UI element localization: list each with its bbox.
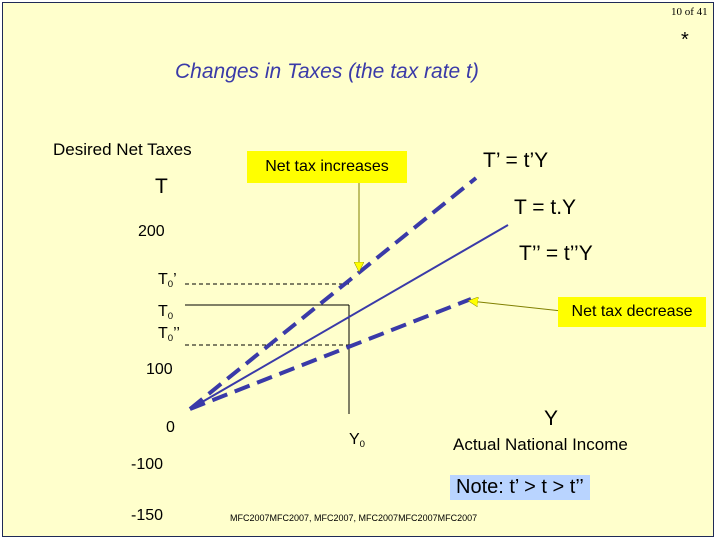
x-tick-label: Y0: [349, 431, 366, 450]
x-axis-title: Actual National Income: [453, 435, 628, 454]
note-box: Note: t’ > t > t’’: [450, 475, 590, 500]
slide: 10 of 41 * Changes in Taxes (the tax rat…: [2, 2, 714, 537]
increase-callout: Net tax increases: [247, 151, 407, 183]
decrease-callout-arrow: [470, 301, 572, 313]
footer-text: MFC2007MFC2007, MFC2007, MFC2007MFC2007M…: [230, 513, 478, 523]
series-label-t-double-prime: T’’ = t’’Y: [519, 242, 593, 265]
series-label-t: T = t.Y: [514, 196, 577, 219]
x-axis-symbol: Y: [544, 407, 559, 430]
decrease-callout: Net tax decrease: [558, 297, 706, 327]
y-tick-label: -150: [131, 507, 164, 524]
y-tick-label: 0: [166, 419, 175, 436]
t0-label: T0: [158, 303, 174, 322]
series-line-t: [189, 224, 509, 410]
y-axis-symbol: T: [155, 175, 168, 198]
y-tick-label: 100: [146, 361, 173, 378]
series-label-t-prime: T’ = t’Y: [483, 149, 549, 172]
y-axis-title: Desired Net Taxes: [53, 140, 192, 159]
tax-chart: [185, 176, 572, 414]
star-mark: *: [681, 29, 689, 51]
page-number: 10 of 41: [671, 6, 708, 18]
t0-prime-label: T0’: [158, 271, 177, 290]
series-line-t-double-prime: [189, 297, 472, 411]
t0-double-prime-label: T0’’: [158, 325, 180, 344]
series-line-t-prime: [188, 176, 478, 411]
y-tick-label: -100: [131, 456, 164, 473]
slide-title: Changes in Taxes (the tax rate t): [175, 60, 479, 83]
y-tick-label: 200: [138, 223, 165, 240]
